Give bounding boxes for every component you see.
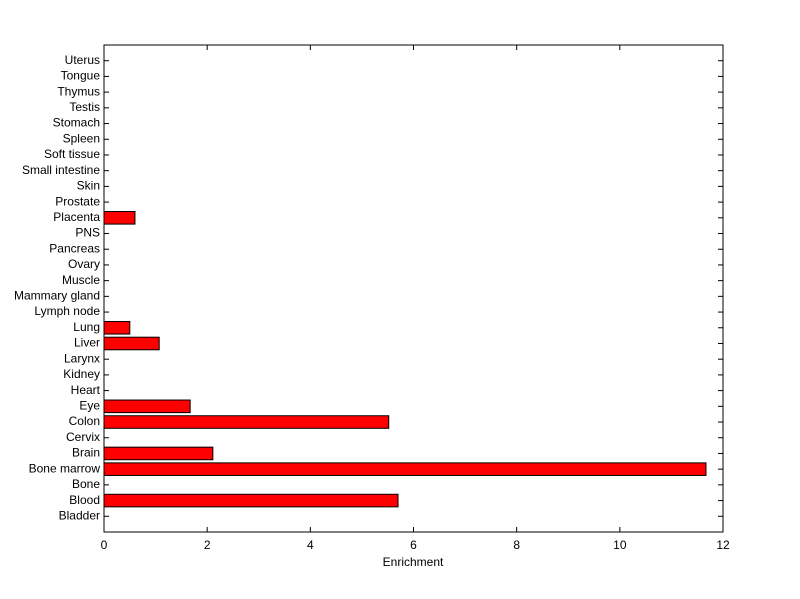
- bar: [103, 462, 707, 476]
- y-tick-label: Mammary gland: [14, 289, 100, 303]
- y-tick-label: Cervix: [66, 430, 100, 444]
- bar: [103, 320, 131, 335]
- y-tick-label: Pancreas: [49, 241, 100, 255]
- y-tick-label: Larynx: [64, 351, 100, 365]
- bar: [103, 493, 399, 508]
- y-tick-label: Bone marrow: [29, 461, 101, 475]
- y-tick-label: Prostate: [55, 194, 100, 208]
- y-tick-label: Bone: [72, 477, 100, 491]
- bar: [103, 211, 136, 225]
- bar: [103, 446, 214, 461]
- y-tick-label: Testis: [69, 100, 100, 114]
- y-tick-label: Brain: [72, 446, 100, 460]
- x-tick-label: 12: [716, 538, 730, 552]
- y-tick-label: Stomach: [53, 116, 100, 130]
- y-tick-label: Thymus: [57, 84, 100, 98]
- y-tick-label: Eye: [79, 398, 100, 412]
- x-tick-label: 4: [307, 538, 314, 552]
- y-tick-label: Uterus: [65, 53, 100, 67]
- x-axis-label: Enrichment: [383, 555, 444, 569]
- x-tick-label: 6: [410, 538, 417, 552]
- x-tick-label: 0: [101, 538, 108, 552]
- y-tick-label: Small intestine: [22, 163, 100, 177]
- y-tick-label: Placenta: [53, 210, 100, 224]
- y-tick-label: PNS: [75, 226, 100, 240]
- plot-frame: [103, 44, 724, 533]
- x-tick-label: 2: [204, 538, 211, 552]
- y-tick-label: Muscle: [62, 273, 100, 287]
- y-tick-label: Bladder: [59, 508, 100, 522]
- x-tick-label: 10: [613, 538, 627, 552]
- y-tick-label: Heart: [71, 383, 101, 397]
- y-tick-label: Tongue: [61, 69, 101, 83]
- y-tick-label: Spleen: [63, 131, 100, 145]
- bar: [103, 415, 390, 429]
- y-tick-label: Lung: [73, 320, 100, 334]
- y-tick-label: Lymph node: [34, 304, 100, 318]
- y-tick-label: Ovary: [68, 257, 100, 271]
- y-tick-label: Blood: [69, 493, 100, 507]
- y-tick-label: Kidney: [63, 367, 100, 381]
- y-tick-label: Colon: [69, 414, 100, 428]
- bar: [103, 399, 191, 414]
- y-tick-label: Liver: [74, 336, 100, 350]
- y-tick-label: Soft tissue: [44, 147, 100, 161]
- y-tick-label: Skin: [77, 179, 100, 193]
- x-tick-label: 8: [513, 538, 520, 552]
- bar: [103, 336, 160, 351]
